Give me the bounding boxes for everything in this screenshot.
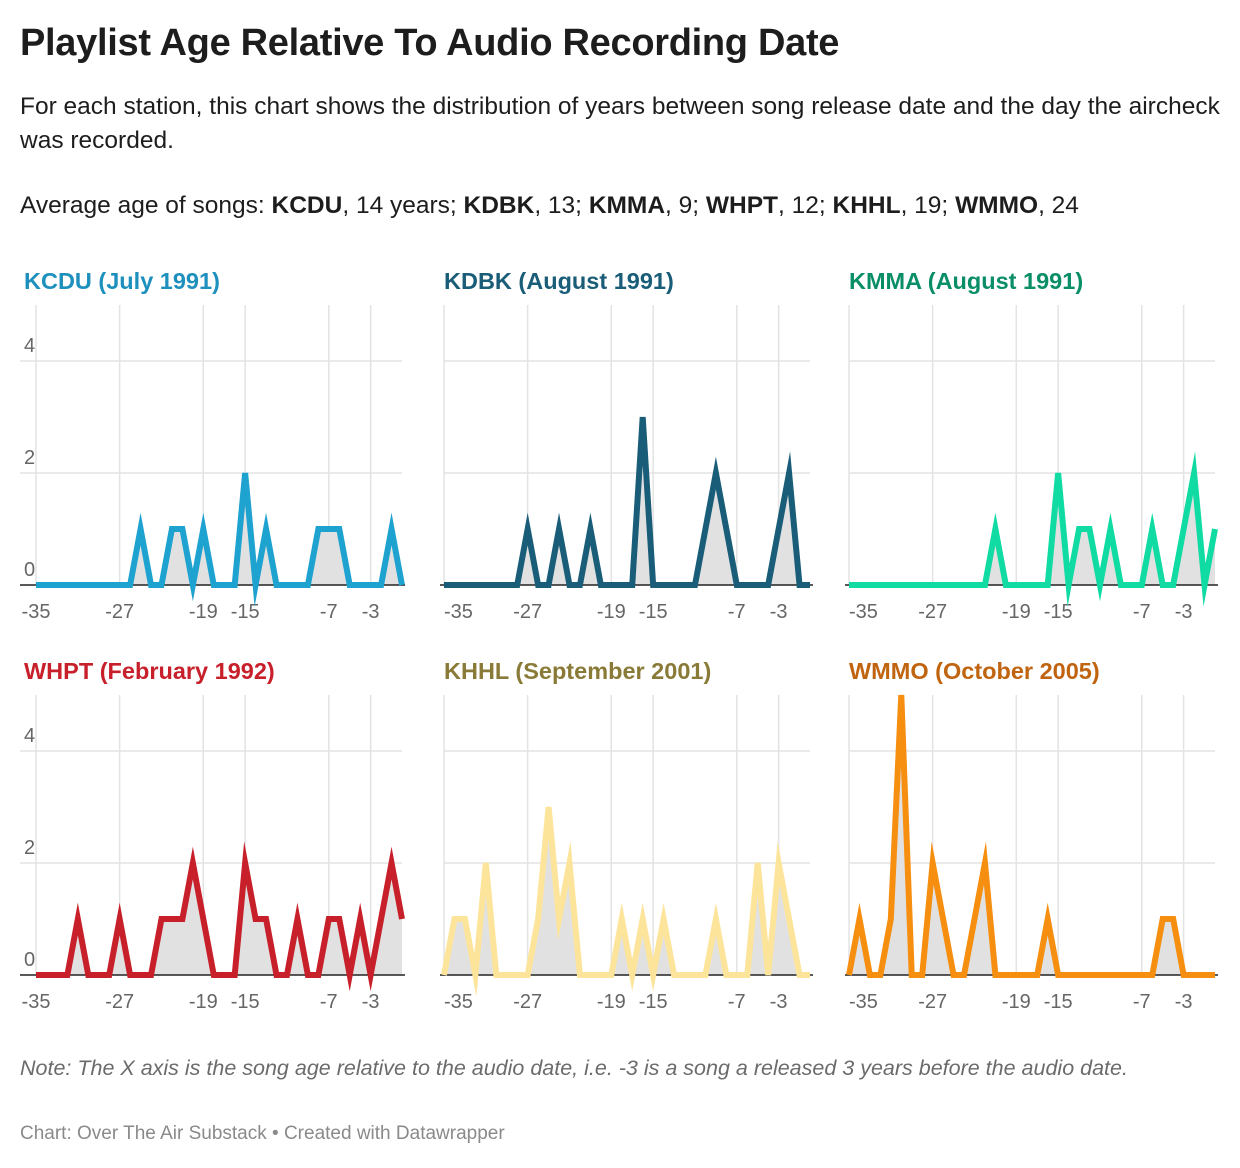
x-tick-label: -35 <box>444 991 473 1013</box>
panel: WHPT (February 1992) -35 -27 -19 -15 -7 -3 0 2 4 <box>20 658 405 1013</box>
x-tick-label: -7 <box>728 991 746 1013</box>
station-name: KCDU <box>271 192 343 219</box>
average-line: Average age of songs: KCDU, 14 years; KD… <box>20 192 1079 220</box>
x-tick-label: -27 <box>105 991 134 1013</box>
x-tick-label: -7 <box>1133 991 1151 1013</box>
y-tick-label: 4 <box>24 335 35 357</box>
panel: KCDU (July 1991) -35 -27 -19 -15 -7 -3 0 2 4 <box>20 268 405 623</box>
x-tick-label: -19 <box>597 991 626 1013</box>
x-tick-label: -15 <box>231 991 260 1013</box>
y-tick-label: 0 <box>24 559 35 581</box>
x-tick-label: -35 <box>22 991 51 1013</box>
x-tick-label: -7 <box>728 601 746 623</box>
station-average: , 9; <box>665 192 700 219</box>
station-average: , 13; <box>534 192 582 219</box>
panel-title: KDBK (August 1991) <box>444 268 674 294</box>
x-tick-label: -15 <box>1044 991 1073 1013</box>
station-name: WHPT <box>705 192 779 219</box>
x-tick-label: -3 <box>1175 601 1193 623</box>
x-tick-label: -7 <box>320 991 338 1013</box>
line <box>846 694 1215 978</box>
average-label: Average age of songs: <box>20 192 265 219</box>
note: Note: The X axis is the song age relativ… <box>20 1056 1128 1080</box>
panel-title: WMMO (October 2005) <box>849 658 1100 684</box>
footer: Chart: Over The Air Substack • Created w… <box>20 1123 505 1144</box>
panel: KHHL (September 2001) -35 -27 -19 -15 -7 -3 <box>440 658 813 1013</box>
title: Playlist Age Relative To Audio Recording… <box>20 22 840 64</box>
line <box>444 416 810 588</box>
panel-title: WHPT (February 1992) <box>24 658 275 684</box>
station-name: KDBK <box>463 192 535 219</box>
panel-title: KCDU (July 1991) <box>24 268 220 294</box>
station-average: , 14 years; <box>342 192 457 219</box>
x-tick-label: -7 <box>1133 601 1151 623</box>
x-tick-label: -35 <box>22 601 51 623</box>
y-tick-label: 2 <box>24 447 35 469</box>
area <box>849 473 1215 585</box>
y-tick-label: 0 <box>24 949 35 971</box>
x-tick-label: -19 <box>1002 991 1031 1013</box>
x-tick-label: -27 <box>513 991 542 1013</box>
line <box>849 451 1218 607</box>
x-tick-label: -3 <box>362 991 380 1013</box>
x-tick-label: -27 <box>513 601 542 623</box>
y-tick-label: 4 <box>24 725 35 747</box>
x-tick-label: -3 <box>1175 991 1193 1013</box>
x-tick-label: -35 <box>849 991 878 1013</box>
x-tick-label: -27 <box>918 601 947 623</box>
x-tick-label: -19 <box>189 601 218 623</box>
line <box>36 841 405 992</box>
station-name: WMMO <box>955 192 1039 219</box>
station-average: , 19; <box>900 192 949 219</box>
station-name: KHHL <box>832 192 901 219</box>
x-tick-label: -7 <box>320 601 338 623</box>
station-name: KMMA <box>588 192 666 219</box>
x-tick-label: -3 <box>362 601 380 623</box>
station-average: , 24 <box>1038 192 1079 219</box>
line <box>36 472 405 607</box>
panel: KDBK (August 1991) -35 -27 -19 -15 -7 -3 <box>440 268 813 623</box>
x-tick-label: -27 <box>105 601 134 623</box>
line <box>441 806 810 997</box>
x-tick-label: -3 <box>770 601 788 623</box>
panel: KMMA (August 1991) -35 -27 -19 -15 -7 -3 <box>845 268 1218 623</box>
x-tick-label: -35 <box>444 601 473 623</box>
x-tick-label: -15 <box>231 601 260 623</box>
area <box>444 417 810 585</box>
x-tick-label: -27 <box>918 991 947 1013</box>
station-average: , 12; <box>778 192 826 219</box>
subtitle: For each station, this chart shows the d… <box>20 93 1220 154</box>
x-tick-label: -15 <box>639 991 668 1013</box>
x-tick-label: -19 <box>189 991 218 1013</box>
x-tick-label: -15 <box>639 601 668 623</box>
x-tick-label: -3 <box>770 991 788 1013</box>
panel-title: KMMA (August 1991) <box>849 268 1083 294</box>
panel-title: KHHL (September 2001) <box>444 658 711 684</box>
panel: WMMO (October 2005) -35 -27 -19 -15 -7 -3 <box>845 658 1218 1013</box>
x-tick-label: -19 <box>1002 601 1031 623</box>
x-tick-label: -35 <box>849 601 878 623</box>
x-tick-label: -19 <box>597 601 626 623</box>
y-tick-label: 2 <box>24 837 35 859</box>
x-tick-label: -15 <box>1044 601 1073 623</box>
